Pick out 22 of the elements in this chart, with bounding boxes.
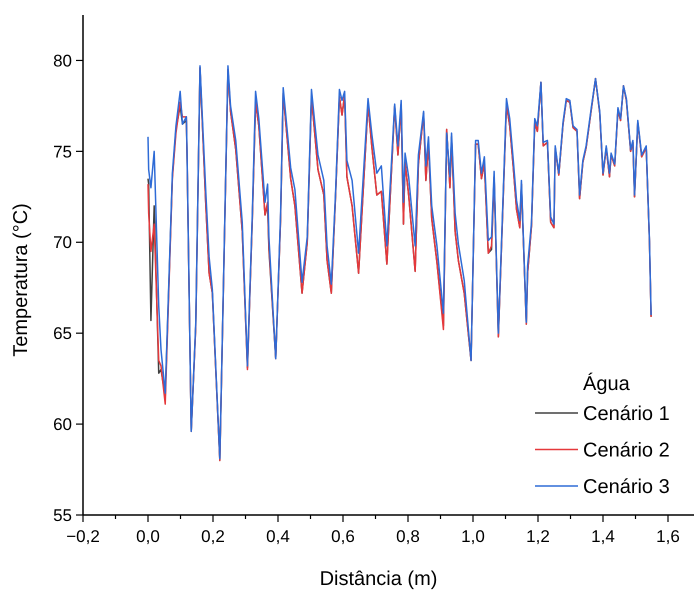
x-tick-label: 0,8 (396, 527, 420, 546)
x-tick-label: 1,0 (461, 527, 485, 546)
y-tick-label: 65 (53, 324, 72, 344)
x-tick-label: 1,6 (656, 527, 680, 546)
legend-label: Cenário 2 (583, 440, 670, 462)
y-tick-label: 75 (53, 142, 72, 162)
legend-title: Água (583, 372, 631, 395)
legend-label: Cenário 3 (583, 476, 670, 498)
x-tick-label: 0,0 (136, 527, 160, 546)
legend-label: Cenário 1 (583, 403, 670, 425)
x-tick-label: 1,4 (591, 527, 615, 546)
y-tick-label: 55 (53, 506, 72, 525)
y-axis-title: Temperatura (°C) (10, 203, 32, 357)
y-tick-label: 60 (53, 415, 72, 434)
x-tick-label: −0,2 (66, 527, 100, 546)
y-tick-label: 70 (53, 233, 72, 252)
x-tick-label: 0,6 (331, 527, 355, 546)
x-axis-title: Distância (m) (320, 568, 438, 590)
x-tick-label: 0,2 (201, 527, 225, 546)
x-tick-label: 1,2 (526, 527, 550, 546)
y-tick-label: 80 (53, 51, 72, 70)
x-tick-label: 0,4 (266, 527, 290, 546)
